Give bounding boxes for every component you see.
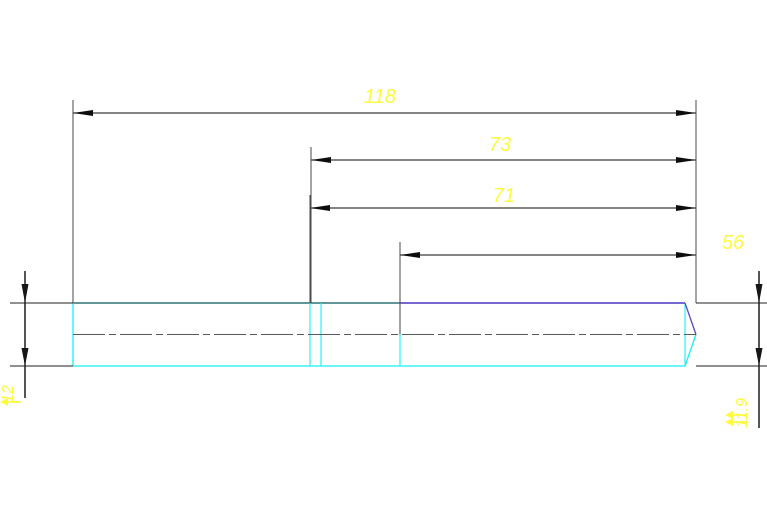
svg-text:118: 118 [364,86,396,108]
svg-text:71: 71 [493,185,515,207]
svg-text:11.9: 11.9 [734,398,751,428]
svg-text:56: 56 [722,232,745,254]
svg-text:73: 73 [489,134,511,156]
svg-text:12: 12 [0,385,17,403]
